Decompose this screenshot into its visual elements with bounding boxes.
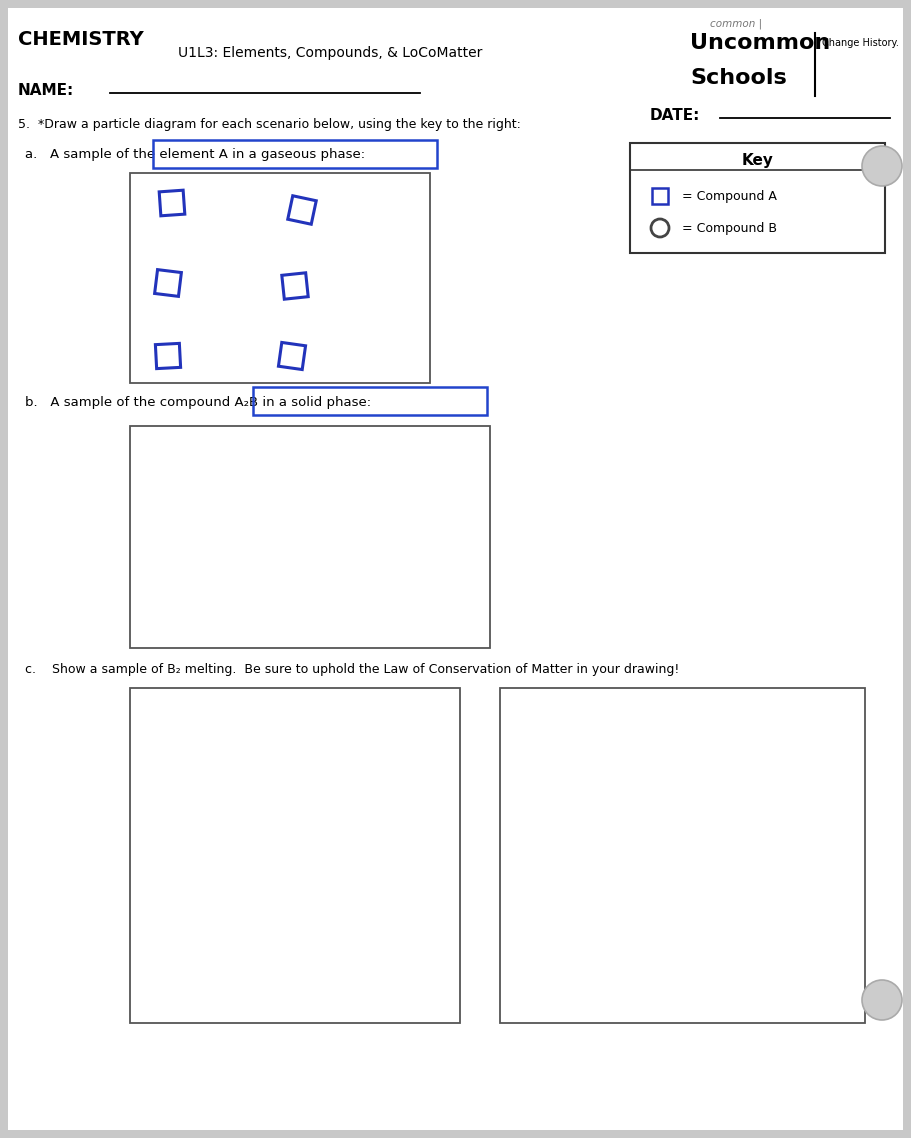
Text: = Compound B: = Compound B	[682, 222, 777, 234]
Polygon shape	[279, 343, 305, 370]
Bar	[500, 688, 865, 1023]
Circle shape	[862, 980, 902, 1020]
Text: c.    Show a sample of B₂ melting.  Be sure to uphold the Law of Conservation of: c. Show a sample of B₂ melting. Be sure …	[25, 663, 680, 676]
Text: DATE:: DATE:	[650, 108, 701, 123]
Polygon shape	[159, 190, 185, 216]
Text: common |: common |	[710, 18, 763, 28]
Bar	[130, 426, 490, 648]
Polygon shape	[288, 196, 316, 224]
Polygon shape	[652, 188, 668, 204]
Text: Schools: Schools	[690, 68, 787, 88]
Polygon shape	[156, 344, 180, 369]
Circle shape	[862, 146, 902, 185]
Text: CHEMISTRY: CHEMISTRY	[18, 30, 144, 49]
Text: U1L3: Elements, Compounds, & LoCoMatter: U1L3: Elements, Compounds, & LoCoMatter	[178, 46, 482, 60]
Text: b.   A sample of the compound A₂B in a solid phase:: b. A sample of the compound A₂B in a sol…	[25, 396, 371, 409]
Bar	[630, 143, 885, 253]
Polygon shape	[281, 273, 308, 299]
Text: Change History.: Change History.	[822, 38, 899, 48]
Circle shape	[651, 218, 669, 237]
Bar	[130, 173, 430, 384]
Bar	[130, 688, 460, 1023]
Text: 5.  *Draw a particle diagram for each scenario below, using the key to the right: 5. *Draw a particle diagram for each sce…	[18, 118, 521, 131]
Text: Key: Key	[742, 152, 773, 168]
Polygon shape	[155, 270, 181, 296]
Text: Uncommon: Uncommon	[690, 33, 830, 53]
Text: = Compound A: = Compound A	[682, 190, 777, 203]
Text: a.   A sample of the element A in a gaseous phase:: a. A sample of the element A in a gaseou…	[25, 148, 365, 160]
Text: NAME:: NAME:	[18, 83, 75, 98]
